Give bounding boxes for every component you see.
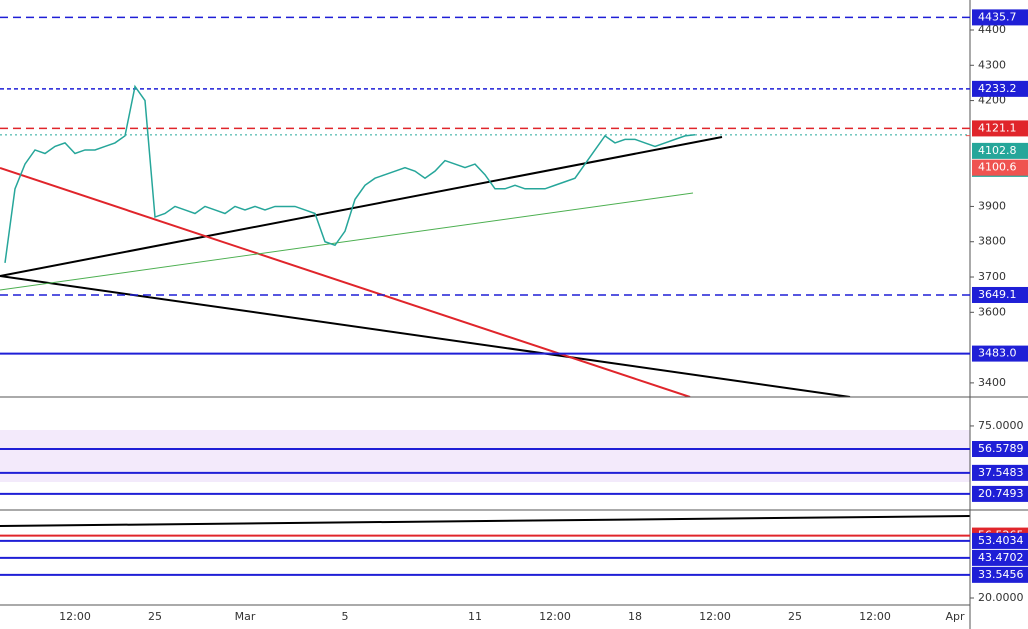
rsi-band [0, 430, 970, 482]
price-tag [972, 80, 1028, 97]
price-tag [972, 120, 1028, 137]
x-tick-label: 12:00 [859, 610, 891, 623]
price-tag-label: 43.4702 [978, 551, 1024, 564]
price-tag [972, 566, 1028, 583]
price-line [4, 84, 696, 264]
price-tag-label: 33.5456 [978, 568, 1024, 581]
y-tick-label: 3700 [978, 270, 1006, 283]
moving-average [0, 192, 694, 291]
y-tick-label: 20.0000 [978, 591, 1024, 604]
price-tag [972, 286, 1028, 303]
price-tag-label: 37.5483 [978, 466, 1024, 479]
price-tag [972, 9, 1028, 26]
price-tag [972, 142, 1028, 159]
x-tick-label: 25 [148, 610, 162, 623]
trend-line [0, 136, 723, 277]
y-tick-label: 3900 [978, 199, 1006, 212]
y-tick-label: 4300 [978, 58, 1006, 71]
price-tag-label: 4100.6 [978, 161, 1017, 174]
x-tick-label: 5 [342, 610, 349, 623]
price-tag [972, 485, 1028, 502]
price-tag-label: 53.4034 [978, 534, 1024, 547]
x-tick-label: Mar [235, 610, 256, 623]
price-tag [972, 549, 1028, 566]
y-tick-label: 75.0000 [978, 419, 1024, 432]
price-tag [972, 464, 1028, 481]
x-tick-label: 25 [788, 610, 802, 623]
y-tick-label: 3600 [978, 305, 1006, 318]
price-tag-label: 20.7493 [978, 487, 1024, 500]
price-tag-label: 4102.8 [978, 144, 1017, 157]
price-tag-label: 3649.1 [978, 288, 1017, 301]
x-tick-label: 12:00 [699, 610, 731, 623]
trend-line [0, 515, 971, 527]
price-tag [972, 532, 1028, 549]
price-tag-label: 3483.0 [978, 347, 1017, 360]
x-tick-label: Apr [945, 610, 965, 623]
x-tick-label: 12:00 [59, 610, 91, 623]
price-tag-label: 4233.2 [978, 82, 1017, 95]
price-tag-label: 4121.1 [978, 121, 1017, 134]
x-tick-label: 12:00 [539, 610, 571, 623]
drawings [0, 136, 851, 397]
price-tag [972, 441, 1028, 458]
price-tag [972, 159, 1028, 176]
price-tag-label: 56.5789 [978, 442, 1024, 455]
price-tag-label: 4435.7 [978, 10, 1017, 23]
x-tick-label: 11 [468, 610, 482, 623]
trend-line [0, 167, 691, 397]
x-tick-label: 18 [628, 610, 642, 623]
y-tick-label: 3800 [978, 235, 1006, 248]
y-tick-label: 4400 [978, 23, 1006, 36]
y-tick-label: 3400 [978, 376, 1006, 389]
price-tag [972, 345, 1028, 362]
trend-line [0, 275, 851, 397]
